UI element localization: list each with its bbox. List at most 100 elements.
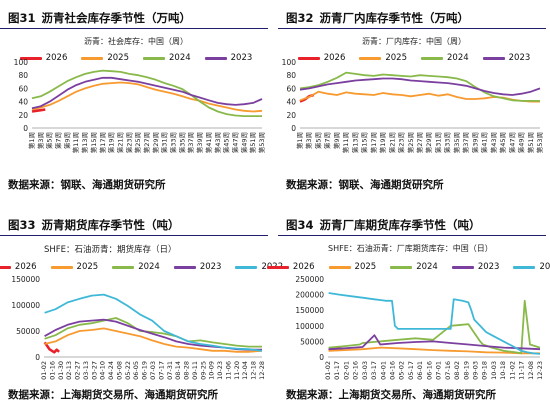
x-tick-label: 07-31 <box>166 361 174 380</box>
legend-label: 2025 <box>107 53 129 63</box>
x-tick-label: 07-01 <box>435 361 443 380</box>
x-tick-label: 第19周 <box>107 132 116 153</box>
x-tick-label: 第9周 <box>62 132 71 149</box>
legend-swatch <box>19 56 42 60</box>
data-source-note: 数据来源：上海期货交易所、海通期货研究所 <box>8 389 218 401</box>
x-tick-label: 02-27 <box>74 361 82 380</box>
legend-swatch <box>451 265 474 269</box>
x-tick-label: 04-01 <box>379 361 387 380</box>
x-tick-label: 第43周 <box>489 132 498 153</box>
chart-header: 图34 沥青厂库期货库存季节性（吨） <box>278 215 546 236</box>
y-tick-label: 0 <box>291 124 296 133</box>
x-tick-label: 03-13 <box>82 361 90 380</box>
legend-item-2025: 2025 <box>50 261 98 273</box>
x-tick-label: 第23周 <box>124 132 133 153</box>
chart-header: 图33 沥青期货库存季节性（吨） <box>0 215 268 236</box>
x-tick-label: 09-25 <box>199 361 207 380</box>
y-tick-label: 150000 <box>295 306 324 315</box>
legend-item-2025: 2025 <box>81 52 129 64</box>
data-source-note: 数据来源：上海期货交易所、海通期货研究所 <box>286 389 496 401</box>
x-tick-label: 01-02 <box>324 361 332 380</box>
x-tick-label: 第27周 <box>415 132 424 153</box>
legend-label: 2022 <box>539 262 550 272</box>
x-tick-label: 09-03 <box>471 361 479 380</box>
x-tick-label: 第33周 <box>169 132 178 153</box>
series-line-2026 <box>31 108 46 113</box>
x-tick-label: 第17周 <box>369 132 378 153</box>
series-line-2023 <box>299 77 541 96</box>
figure-number: 图33 <box>8 218 36 232</box>
x-tick-label: 08-02 <box>453 361 461 380</box>
chart-title: 沥青社会库存季节性（万吨） <box>41 11 192 25</box>
figure-number: 图32 <box>286 11 314 25</box>
x-tick-label: 第21周 <box>115 132 124 153</box>
legend-item-2026: 2026 <box>266 261 315 273</box>
x-tick-label: 第7周 <box>54 132 63 149</box>
x-tick-label: 第1周 <box>27 132 36 149</box>
x-tick-label: 第11周 <box>71 132 80 153</box>
x-tick-label: 第3周 <box>304 132 313 149</box>
x-tick-label: 第45周 <box>222 132 231 153</box>
x-tick-label: 第11周 <box>341 132 350 153</box>
x-tick-label: 01-30 <box>57 361 65 380</box>
chart-panel-futures-inventory: 图33 沥青期货库存季节性（吨） SHFE：石油沥青：期货库存（日） 2026 20… <box>0 207 283 414</box>
legend-label: 2026 <box>323 53 346 63</box>
x-tick-label: 06-16 <box>425 361 433 380</box>
chart-legend: 2026 2025 2024 2023 <box>278 52 550 64</box>
x-tick-label: 04-24 <box>107 361 115 380</box>
series-line-2024 <box>44 317 262 348</box>
legend-item-2025: 2025 <box>359 52 407 64</box>
x-tick-label: 第9周 <box>332 132 341 149</box>
x-tick-label: 第5周 <box>313 132 322 149</box>
x-tick-label: 07-16 <box>444 361 452 380</box>
figure-number: 图34 <box>286 218 314 232</box>
x-tick-label: 06-05 <box>132 361 140 380</box>
legend-swatch <box>390 265 413 269</box>
chart-panel-plant-inventory: 图32 沥青厂内库存季节性（万吨） 沥青：厂内库存：中国（周） 2026 2025 2… <box>278 0 550 207</box>
x-tick-label: 第25周 <box>406 132 415 153</box>
y-tick-label: 20 <box>18 111 28 120</box>
legend-swatch <box>0 265 11 269</box>
x-tick-label: 10-03 <box>490 361 498 380</box>
x-tick-label: 08-28 <box>183 361 191 380</box>
x-tick-label: 第41周 <box>480 132 489 153</box>
line-chart: 020406080100第1周 第3周 第5周 第7周 第9周 第11周 第13周 第15周第… <box>14 58 266 153</box>
legend-label: 2026 <box>45 53 68 63</box>
legend-item-2023: 2023 <box>173 261 221 273</box>
legend-item-2024: 2024 <box>112 261 160 273</box>
chart-header: 图32 沥青厂内库存季节性（万吨） <box>278 8 546 29</box>
legend-item-2023: 2023 <box>204 52 252 64</box>
legend-item-2026: 2026 <box>0 261 37 273</box>
x-tick-label: 第51周 <box>248 132 257 153</box>
x-tick-label: 12-08 <box>527 361 535 380</box>
x-tick-label: 05-08 <box>115 361 123 380</box>
x-tick-label: 第17周 <box>98 132 107 153</box>
legend-label: 2024 <box>169 53 191 63</box>
x-tick-label: 第45周 <box>498 132 507 153</box>
legend-label: 2025 <box>385 53 407 63</box>
x-tick-label: 第39周 <box>195 132 204 153</box>
legend-item-2024: 2024 <box>421 52 469 64</box>
line-chart: 0 50000 100000 150000 200000 250000 01-02 01-17… <box>295 275 544 380</box>
y-tick-label: 0 <box>23 124 28 133</box>
x-tick-label: 第47周 <box>230 132 239 153</box>
chart-subtitle: SHFE：石油沥青：期货库存（日） <box>44 245 177 255</box>
legend-swatch <box>204 56 227 60</box>
x-tick-label: 09-11 <box>191 361 199 380</box>
x-tick-label: 第21周 <box>387 132 396 153</box>
series-line-2025 <box>44 327 263 353</box>
legend-swatch <box>143 56 165 60</box>
x-tick-label: 12-04 <box>241 361 249 380</box>
x-tick-label: 第23周 <box>397 132 406 153</box>
chart-legend: 2026 2025 2024 2023 <box>0 52 272 64</box>
x-tick-label: 11-02 <box>508 361 516 380</box>
x-tick-label: 第37周 <box>186 132 195 153</box>
y-tick-label: 40 <box>286 98 296 107</box>
legend-item-2025: 2025 <box>328 261 376 273</box>
legend-swatch <box>235 265 258 269</box>
legend-item-2024: 2024 <box>143 52 191 64</box>
y-tick-label: 40 <box>18 98 28 107</box>
x-tick-label: 第19周 <box>378 132 387 153</box>
x-tick-label: 第29周 <box>151 132 160 153</box>
x-tick-label: 02-13 <box>65 361 73 380</box>
